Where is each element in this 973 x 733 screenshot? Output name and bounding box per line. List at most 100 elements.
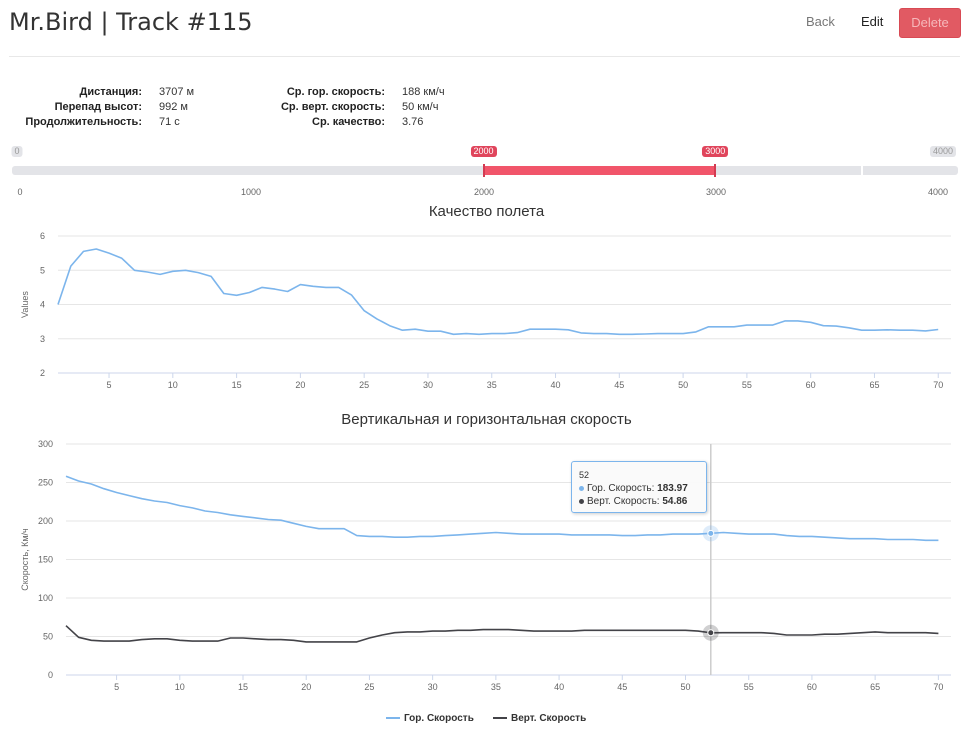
legend-hspeed-label: Гор. Скорость	[404, 713, 474, 724]
hover-point	[707, 629, 715, 637]
x-tick-label: 5	[107, 380, 112, 390]
slider-min-tag: 0	[11, 146, 23, 157]
quality-chart-title: Качество полета	[428, 203, 545, 220]
delete-button[interactable]: Delete	[899, 8, 961, 38]
y-tick-label: 150	[38, 555, 53, 565]
x-tick-label: 70	[933, 682, 943, 692]
x-tick-label: 50	[680, 682, 690, 692]
slider-scale-label: 2000	[473, 187, 495, 197]
stat-label-quality: Ср. качество:	[312, 116, 385, 128]
slider-scale-label: 1000	[240, 187, 262, 197]
tooltip-row-hspeed: Гор. Скорость: 183.97	[579, 483, 688, 494]
y-tick-label: 250	[38, 478, 53, 488]
slider-from-tag: 2000	[470, 146, 497, 157]
stat-value-altitude: 992 м	[159, 101, 188, 113]
stat-label-vspeed: Ср. верт. скорость:	[280, 101, 385, 113]
legend-item-vspeed[interactable]: Верт. Скорость	[493, 713, 586, 724]
x-tick-label: 35	[491, 682, 501, 692]
slider-selected-range[interactable]	[483, 166, 716, 175]
stat-value-quality: 3.76	[402, 116, 424, 128]
y-axis-label: Values	[20, 291, 30, 318]
stat-value-hspeed: 188 км/ч	[402, 86, 445, 98]
x-tick-label: 15	[232, 380, 242, 390]
x-tick-label: 60	[807, 682, 817, 692]
x-tick-label: 30	[428, 682, 438, 692]
stat-value-duration: 71 с	[159, 116, 180, 128]
x-tick-label: 10	[168, 380, 178, 390]
tooltip-vspeed-name: Верт. Скорость:	[587, 496, 663, 507]
y-axis-label: Скорость, Км/ч	[20, 528, 30, 591]
x-tick-label: 65	[870, 682, 880, 692]
speed-chart: 0 50 100 150 200 250 300 5 10 15 20 25 30 35 40 45 50 55 6…	[20, 439, 951, 692]
x-tick-label: 45	[617, 682, 627, 692]
x-tick-label: 20	[301, 682, 311, 692]
page-title: Mr.Bird | Track #115	[9, 8, 253, 36]
stat-label-hspeed: Ср. гор. скорость:	[286, 86, 385, 98]
x-tick-label: 45	[614, 380, 624, 390]
x-tick-label: 50	[678, 380, 688, 390]
stat-value-distance: 3707 м	[159, 86, 195, 98]
x-tick-label: 55	[744, 682, 754, 692]
page-header: Mr.Bird | Track #115 Back Edit Delete	[0, 0, 973, 56]
series-line-1	[65, 475, 939, 542]
x-tick-label: 60	[806, 380, 816, 390]
y-tick-label: 2	[40, 368, 45, 378]
slider-handle-to[interactable]	[714, 164, 717, 177]
slider-handle-from[interactable]	[482, 164, 485, 177]
x-tick-label: 10	[175, 682, 185, 692]
y-tick-label: 200	[38, 516, 53, 526]
y-tick-label: 50	[43, 632, 53, 642]
legend-vspeed-label: Верт. Скорость	[511, 713, 587, 724]
x-tick-label: 70	[933, 380, 943, 390]
y-tick-label: 5	[40, 265, 45, 275]
x-tick-label: 65	[869, 380, 879, 390]
legend-hspeed-symbol	[386, 717, 400, 720]
edit-button[interactable]: Edit	[861, 14, 884, 29]
tooltip-row-vspeed: Верт. Скорость: 54.86	[579, 496, 687, 507]
slider-scale-label: 0	[17, 187, 23, 197]
back-button[interactable]: Back	[806, 14, 835, 29]
tooltip-hspeed-dot	[579, 485, 584, 491]
x-tick-label: 15	[238, 682, 248, 692]
y-tick-label: 4	[40, 300, 45, 310]
stat-label-altitude: Перепад высот:	[54, 101, 142, 113]
y-tick-label: 3	[40, 334, 45, 344]
x-tick-label: 5	[114, 682, 119, 692]
y-tick-label: 100	[38, 593, 53, 603]
y-tick-label: 300	[38, 439, 53, 449]
slider-scale-label: 4000	[927, 187, 949, 197]
speed-chart-legend: Гор. Скорость Верт. Скорость	[0, 713, 973, 729]
x-tick-label: 20	[295, 380, 305, 390]
x-tick-label: 35	[487, 380, 497, 390]
x-tick-label: 30	[423, 380, 433, 390]
range-slider[interactable]: 0 4000 2000 3000 0 1000 2000 3000 4000	[0, 140, 973, 200]
slider-track-gap	[861, 166, 863, 175]
stat-label-distance: Дистанция:	[79, 86, 142, 98]
slider-to-tag: 3000	[702, 146, 729, 157]
tooltip-hspeed-name: Гор. Скорость:	[587, 483, 658, 494]
hover-point	[707, 529, 715, 537]
series-line-2	[65, 625, 939, 643]
tooltip-vspeed-value: 54.86	[662, 496, 688, 507]
y-tick-label: 6	[40, 231, 45, 241]
stat-value-vspeed: 50 км/ч	[402, 101, 439, 113]
legend-item-hspeed[interactable]: Гор. Скорость	[386, 713, 474, 724]
x-tick-label: 55	[742, 380, 752, 390]
tooltip-x-value: 52	[579, 470, 590, 480]
legend-vspeed-symbol	[493, 717, 507, 720]
x-tick-label: 25	[359, 380, 369, 390]
x-tick-label: 40	[551, 380, 561, 390]
header-divider	[9, 56, 960, 57]
slider-max-tag: 4000	[929, 146, 957, 157]
chart-tooltip: 52 Гор. Скорость: 183.97 Верт. Скорость:…	[571, 461, 707, 513]
tooltip-hspeed-value: 183.97	[657, 483, 688, 494]
stat-label-duration: Продолжительность:	[25, 116, 142, 128]
slider-scale-label: 3000	[705, 187, 727, 197]
x-tick-label: 40	[554, 682, 564, 692]
x-tick-label: 25	[364, 682, 374, 692]
tooltip-vspeed-dot	[579, 498, 584, 504]
y-tick-label: 0	[48, 670, 53, 680]
speed-chart-title: Вертикальная и горизонтальная скорость	[341, 411, 632, 428]
series-line-1	[57, 248, 939, 336]
